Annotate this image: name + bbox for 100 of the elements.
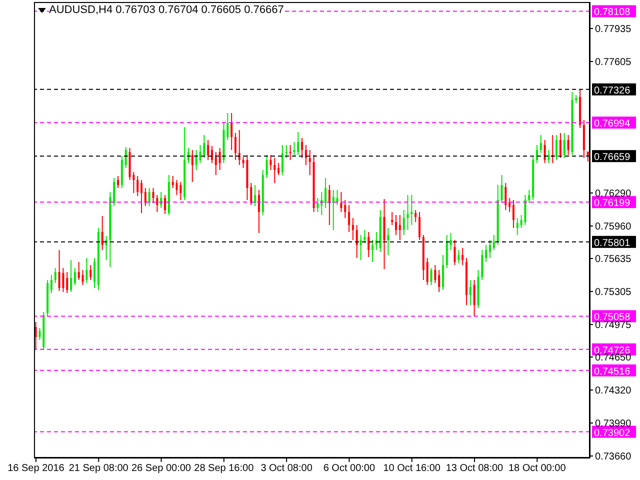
y-tick-label: 0.74975 xyxy=(595,320,632,332)
candlestick xyxy=(528,190,530,204)
y-tick-label: 0.75960 xyxy=(595,222,632,233)
candlestick xyxy=(304,144,307,166)
x-tick-label: 26 Sep 00:00 xyxy=(132,463,192,474)
candlestick xyxy=(372,240,374,262)
ref-line-label: 0.78108 xyxy=(594,7,631,18)
candlestick xyxy=(101,216,104,250)
candlestick xyxy=(164,194,166,214)
candlestick xyxy=(544,140,546,164)
ref-line-label: 0.76659 xyxy=(594,152,631,164)
candlestick xyxy=(203,134,206,158)
candlestick xyxy=(58,250,60,292)
candlestick xyxy=(289,144,292,160)
candlestick xyxy=(278,162,280,176)
y-tick-label: 0.75635 xyxy=(595,254,632,266)
ref-line-label: 0.73902 xyxy=(594,428,631,439)
candlestick xyxy=(82,270,84,286)
candlestick xyxy=(340,192,342,212)
candlestick xyxy=(360,234,362,260)
candlestick xyxy=(500,174,503,204)
x-tick-label: 18 Oct 00:00 xyxy=(508,463,566,474)
candlestick xyxy=(548,150,550,164)
candlestick xyxy=(586,151,589,162)
candlestick xyxy=(462,248,464,266)
candlestick xyxy=(450,232,452,250)
candlestick xyxy=(152,188,154,204)
candlestick xyxy=(207,140,210,160)
candlestick xyxy=(481,250,484,280)
candlestick xyxy=(281,144,284,176)
candlestick xyxy=(293,142,296,156)
x-tick-label: 16 Sep 2016 xyxy=(8,463,65,474)
candlestick xyxy=(418,212,420,240)
candlestick xyxy=(488,240,491,258)
candlestick xyxy=(176,180,178,196)
chart-title: AUDUSD,H4 0.76703 0.76704 0.76605 0.76667 xyxy=(49,4,284,16)
candlestick xyxy=(226,112,229,140)
candlestick xyxy=(391,212,394,226)
candlestick xyxy=(426,258,428,286)
candlestick xyxy=(383,198,386,270)
x-tick-label: 10 Oct 16:00 xyxy=(383,463,441,474)
candlestick xyxy=(258,190,260,234)
candlestick xyxy=(74,268,76,286)
candlestick xyxy=(410,194,413,226)
candlestick xyxy=(78,262,80,280)
candlestick xyxy=(156,194,158,212)
candlestick xyxy=(124,146,127,168)
candlestick xyxy=(140,180,142,214)
candlestick xyxy=(458,250,460,264)
candlestick xyxy=(406,194,409,230)
candlestick xyxy=(438,270,440,292)
candlestick xyxy=(191,150,194,182)
candlestick xyxy=(254,184,256,206)
candlestick xyxy=(113,178,116,206)
x-tick-label: 3 Oct 08:00 xyxy=(260,463,313,474)
candlestick xyxy=(567,134,570,156)
candlestick xyxy=(324,178,327,208)
candlestick xyxy=(442,254,444,290)
candlestick xyxy=(136,176,139,196)
candlestick xyxy=(492,234,495,250)
candlestick xyxy=(180,182,182,200)
candlestick xyxy=(234,132,236,160)
ref-line-label: 0.76199 xyxy=(594,198,631,210)
y-tick-label: 0.77935 xyxy=(595,24,632,36)
candlestick xyxy=(387,228,390,256)
candlestick xyxy=(54,268,56,284)
candlestick xyxy=(172,176,174,188)
candlestick xyxy=(512,200,514,228)
y-tick-label: 0.73660 xyxy=(595,452,632,463)
x-tick-label: 21 Sep 08:00 xyxy=(68,463,129,474)
y-tick-label: 0.75305 xyxy=(595,287,632,298)
x-tick-label: 13 Oct 08:00 xyxy=(446,463,504,474)
candlestick xyxy=(285,144,288,158)
candlestick xyxy=(148,188,150,206)
candlestick xyxy=(364,230,366,244)
candlestick xyxy=(214,152,217,176)
candlestick xyxy=(94,258,96,288)
candlestick xyxy=(218,148,221,170)
candlestick xyxy=(402,210,405,236)
candlestick xyxy=(274,158,276,184)
candlestick xyxy=(66,272,68,294)
candlestick xyxy=(62,268,64,292)
candlestick xyxy=(308,150,311,176)
candlestick xyxy=(563,132,566,158)
candlestick xyxy=(270,154,272,170)
ref-line-label: 0.75801 xyxy=(594,238,631,249)
candlestick xyxy=(395,214,398,236)
candlestick xyxy=(90,264,92,280)
candlestick xyxy=(144,188,146,206)
candlestick xyxy=(473,280,476,316)
candlestick xyxy=(199,144,202,164)
ref-line-label: 0.76994 xyxy=(594,118,631,130)
candlestick xyxy=(430,268,432,286)
x-tick-label: 6 Oct 00:00 xyxy=(323,463,376,474)
candlestick xyxy=(336,190,338,206)
candlestick xyxy=(446,234,448,268)
candlestick xyxy=(301,138,304,158)
candlestick xyxy=(504,182,507,210)
candlestick xyxy=(508,198,511,212)
candlestick xyxy=(210,146,213,164)
